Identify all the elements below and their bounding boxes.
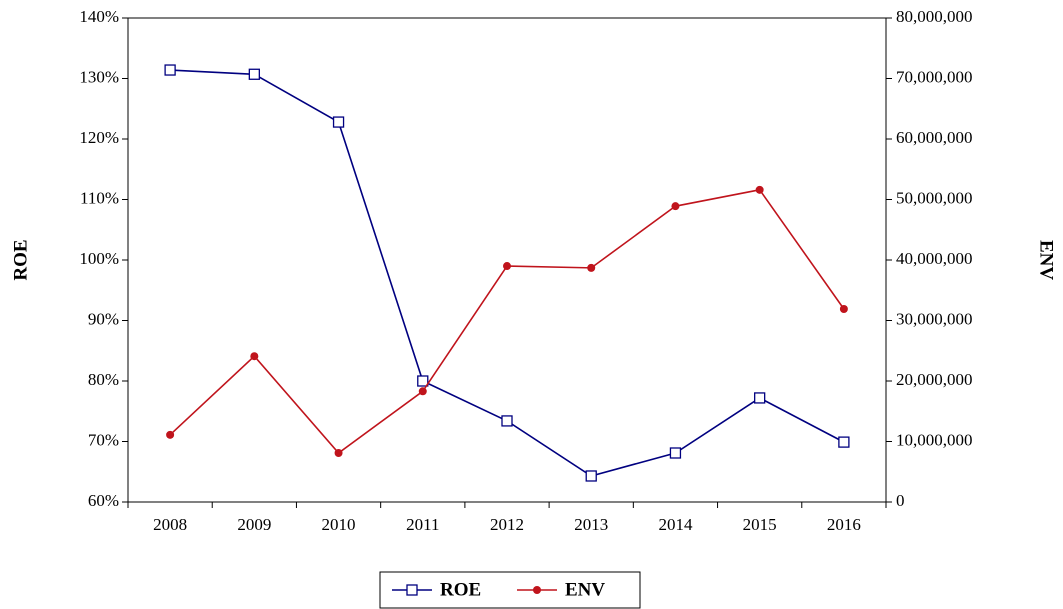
- x-tick-label: 2015: [743, 515, 777, 534]
- y2-tick-label: 50,000,000: [896, 188, 973, 207]
- marker: [250, 352, 259, 361]
- marker: [166, 430, 175, 439]
- marker: [418, 387, 427, 396]
- y2-tick-label: 80,000,000: [896, 7, 973, 26]
- legend-label: ROE: [440, 579, 481, 600]
- legend: ROE ENV: [379, 571, 641, 609]
- x-tick-label: 2012: [490, 515, 524, 534]
- marker: [669, 447, 682, 459]
- x-tick-label: 2009: [237, 515, 271, 534]
- y-tick-label: 140%: [79, 7, 119, 26]
- y-tick-label: 70%: [88, 430, 119, 449]
- marker: [754, 392, 766, 404]
- marker: [503, 262, 511, 271]
- marker: [332, 116, 345, 128]
- y2-tick-label: 20,000,000: [896, 370, 973, 389]
- y2-axis-label: ENV: [1036, 240, 1057, 280]
- x-tick-label: 2014: [658, 515, 693, 534]
- y-tick-label: 110%: [80, 188, 119, 207]
- marker: [839, 305, 848, 314]
- marker: [671, 202, 680, 211]
- y2-tick-label: 60,000,000: [896, 128, 973, 147]
- marker: [334, 448, 343, 457]
- y2-tick-label: 30,000,000: [896, 309, 973, 328]
- plot-area: [127, 17, 887, 503]
- y-tick-label: 120%: [79, 128, 119, 147]
- y-tick-label: 90%: [88, 309, 119, 328]
- marker: [248, 68, 260, 80]
- marker: [501, 415, 513, 427]
- y-tick-label: 130%: [79, 67, 119, 86]
- marker: [533, 586, 541, 594]
- y-tick-label: 80%: [88, 370, 119, 389]
- legend-label: ENV: [565, 579, 605, 600]
- y2-tick-label: 10,000,000: [896, 430, 973, 449]
- marker: [838, 436, 850, 448]
- y-tick-label: 60%: [88, 491, 119, 510]
- marker: [164, 64, 176, 76]
- marker: [406, 584, 418, 596]
- y2-tick-label: 0: [896, 491, 905, 510]
- x-tick-label: 2013: [574, 515, 608, 534]
- y-axis-label: ROE: [10, 239, 31, 280]
- y-tick-label: 100%: [79, 249, 119, 268]
- line: [169, 188, 845, 455]
- x-tick-label: 2016: [827, 515, 861, 534]
- marker: [755, 185, 764, 194]
- marker: [417, 375, 429, 387]
- x-tick-label: 2010: [322, 515, 356, 534]
- y2-tick-label: 70,000,000: [896, 67, 973, 86]
- line: [170, 69, 845, 477]
- y2-tick-label: 40,000,000: [896, 249, 973, 268]
- marker: [587, 263, 596, 272]
- x-tick-label: 2008: [153, 515, 187, 534]
- marker: [585, 470, 597, 482]
- x-tick-label: 2011: [406, 515, 439, 534]
